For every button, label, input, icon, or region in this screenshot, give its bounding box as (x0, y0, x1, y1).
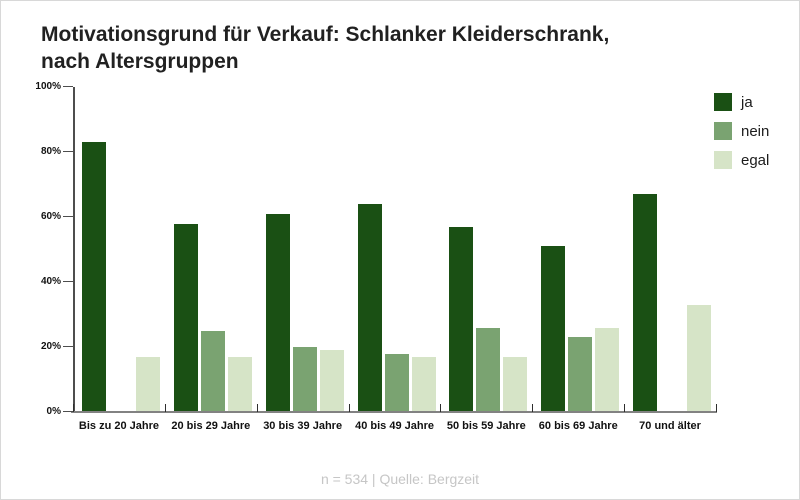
legend-item-nein: nein (714, 122, 769, 140)
bar-group-5 (442, 87, 534, 412)
y-axis-label: 60% (40, 211, 61, 222)
y-axis-label: 40% (40, 276, 61, 287)
bar-egal (227, 356, 252, 412)
bar-group-7 (626, 87, 718, 412)
bar-nein (384, 353, 409, 412)
x-axis-tick (624, 404, 626, 412)
legend-swatch-ja (714, 93, 732, 111)
y-axis-tick (63, 281, 73, 282)
plot-area (73, 87, 718, 412)
y-axis-label: 80% (40, 146, 61, 157)
x-axis-tick (716, 404, 717, 412)
legend-swatch-nein (714, 122, 732, 140)
y-axis-tick (63, 411, 73, 412)
y-axis-tick (63, 86, 73, 87)
legend-label-nein: nein (741, 122, 770, 140)
bar-group-4 (351, 87, 443, 412)
x-axis-label: 20 bis 29 Jahre (171, 420, 251, 432)
bar-nein (568, 337, 593, 412)
bar-ja (81, 142, 106, 412)
x-axis-tick (164, 404, 166, 412)
chart-title-line2: nach Altersgruppen (41, 50, 239, 73)
x-axis-tick (256, 404, 258, 412)
bar-egal (503, 356, 528, 412)
x-axis-tick (532, 404, 534, 412)
bar-group-1 (75, 87, 167, 412)
bar-ja (633, 194, 658, 412)
legend-label-ja: ja (741, 93, 753, 111)
x-axis-label: Bis zu 20 Jahre (78, 420, 159, 432)
chart-title: Motivationsgrund für Verkauf: Schlanker … (41, 21, 741, 75)
bar-group-6 (534, 87, 626, 412)
bar-egal (595, 327, 620, 412)
bar-nein (292, 347, 317, 412)
bar-egal (687, 304, 712, 412)
bar-group-3 (259, 87, 351, 412)
x-axis-label: 50 bis 59 Jahre (446, 420, 526, 432)
y-axis-label: 0% (46, 406, 61, 417)
bar-nein (200, 330, 225, 412)
y-axis-label: 100% (35, 81, 61, 92)
bar-ja (449, 226, 474, 412)
bar-nein (476, 327, 501, 412)
legend-swatch-egal (714, 151, 732, 169)
x-axis-label: 60 bis 69 Jahre (538, 420, 618, 432)
legend-item-ja: ja (714, 93, 769, 111)
source-note: n = 534 | Quelle: Bergzeit (320, 471, 480, 487)
x-axis-tick (348, 404, 350, 412)
legend-label-egal: egal (741, 151, 770, 169)
x-axis-tick (73, 404, 74, 412)
y-axis-tick (63, 216, 73, 217)
bar-ja (357, 204, 382, 412)
x-axis-label: 70 und älter (639, 420, 701, 432)
y-axis-tick (63, 151, 73, 152)
legend: ja nein egal (714, 93, 769, 180)
legend-item-egal: egal (714, 151, 769, 169)
x-axis-tick (440, 404, 442, 412)
y-axis-tick (63, 346, 73, 347)
bar-egal (411, 356, 436, 412)
bar-egal (135, 356, 160, 412)
bar-ja (541, 246, 566, 412)
y-axis-label: 20% (40, 341, 61, 352)
x-axis-label: 40 bis 49 Jahre (355, 420, 434, 432)
x-axis-line (71, 411, 717, 413)
bar-group-2 (167, 87, 259, 412)
bar-ja (173, 223, 198, 412)
chart-title-line1: Motivationsgrund für Verkauf: Schlanker … (41, 23, 610, 46)
bar-ja (265, 213, 290, 412)
bar-egal (319, 350, 344, 412)
x-axis-label: 30 bis 39 Jahre (263, 420, 343, 432)
